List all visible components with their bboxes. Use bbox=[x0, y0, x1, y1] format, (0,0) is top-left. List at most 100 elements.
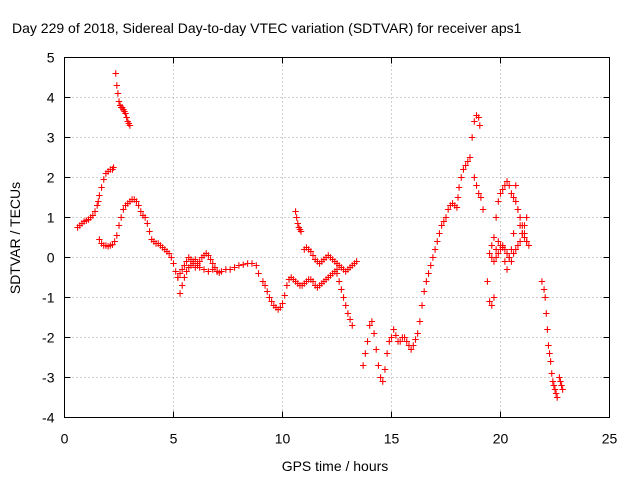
data-point bbox=[362, 350, 369, 357]
data-point bbox=[183, 258, 190, 265]
data-point bbox=[429, 254, 437, 261]
data-point bbox=[508, 258, 515, 265]
data-point bbox=[126, 122, 134, 129]
data-series bbox=[74, 70, 566, 401]
data-point bbox=[556, 374, 563, 381]
data-point bbox=[460, 166, 467, 173]
data-point bbox=[281, 292, 288, 299]
data-point bbox=[490, 258, 498, 265]
x-tick-label: 25 bbox=[602, 431, 618, 447]
data-point bbox=[421, 288, 428, 295]
data-point bbox=[338, 286, 345, 293]
data-point bbox=[297, 228, 305, 235]
data-point bbox=[96, 192, 103, 199]
data-point bbox=[390, 326, 397, 333]
data-point bbox=[196, 264, 203, 271]
data-point bbox=[194, 260, 201, 267]
data-point bbox=[416, 318, 424, 325]
data-point bbox=[381, 366, 389, 373]
data-point bbox=[226, 266, 234, 273]
data-point bbox=[479, 206, 487, 213]
data-point bbox=[401, 334, 408, 341]
data-point bbox=[455, 184, 463, 191]
y-tick-label: 3 bbox=[47, 130, 55, 146]
data-point bbox=[501, 258, 509, 265]
data-point bbox=[550, 382, 558, 389]
data-point bbox=[174, 274, 182, 281]
data-point bbox=[122, 110, 129, 117]
chart-title: Day 229 of 2018, Sidereal Day-to-day VTE… bbox=[12, 20, 522, 36]
data-point bbox=[514, 242, 522, 249]
data-point bbox=[368, 318, 376, 325]
data-point bbox=[551, 386, 559, 393]
data-point bbox=[549, 378, 557, 385]
data-point bbox=[353, 258, 360, 265]
x-tick-label: 0 bbox=[61, 431, 69, 447]
data-point bbox=[523, 214, 530, 221]
y-tick-label: -1 bbox=[42, 290, 55, 306]
data-point bbox=[475, 190, 482, 197]
data-point bbox=[525, 242, 533, 249]
y-tick-label: 0 bbox=[47, 250, 55, 266]
data-point bbox=[133, 198, 140, 205]
data-point bbox=[342, 302, 349, 309]
data-point bbox=[476, 122, 483, 129]
data-point bbox=[490, 294, 498, 301]
data-point bbox=[503, 178, 511, 185]
data-point bbox=[454, 194, 462, 201]
data-point bbox=[458, 174, 465, 181]
data-point bbox=[541, 294, 549, 301]
data-point bbox=[484, 278, 491, 285]
data-point bbox=[231, 264, 238, 271]
data-point bbox=[146, 228, 153, 235]
data-point bbox=[501, 246, 509, 253]
data-point bbox=[115, 98, 123, 105]
data-point bbox=[137, 208, 144, 215]
data-point bbox=[181, 262, 188, 269]
data-point bbox=[492, 254, 500, 261]
data-point bbox=[176, 290, 184, 297]
data-point bbox=[495, 238, 502, 245]
data-point bbox=[412, 336, 419, 343]
data-point bbox=[333, 270, 341, 277]
data-point bbox=[521, 222, 528, 229]
data-point bbox=[114, 90, 122, 97]
x-tick-label: 15 bbox=[384, 431, 400, 447]
data-point bbox=[512, 198, 519, 205]
data-point bbox=[293, 214, 300, 221]
data-point bbox=[248, 260, 256, 267]
data-point bbox=[440, 218, 448, 225]
x-tick-label: 10 bbox=[275, 431, 291, 447]
data-point bbox=[427, 262, 434, 269]
data-point bbox=[444, 206, 452, 213]
data-point bbox=[240, 261, 247, 268]
data-point bbox=[453, 204, 461, 211]
data-point bbox=[200, 266, 208, 273]
data-point bbox=[176, 270, 184, 277]
data-point bbox=[545, 342, 552, 349]
data-point bbox=[516, 214, 524, 221]
data-point bbox=[209, 260, 216, 267]
data-point bbox=[364, 338, 371, 345]
data-point bbox=[253, 262, 260, 269]
data-point bbox=[434, 238, 441, 245]
data-point bbox=[475, 114, 482, 121]
axis-ticks: 0 5 10 15 20 25 -4 -3 -2 -1 0 1 2 3 4 5 bbox=[42, 50, 617, 447]
data-point bbox=[538, 278, 546, 285]
data-point bbox=[98, 184, 105, 191]
data-point bbox=[120, 206, 127, 213]
data-point bbox=[490, 234, 498, 241]
data-point bbox=[181, 274, 188, 281]
data-point bbox=[548, 370, 555, 377]
y-axis-label: SDTVAR / TECUs bbox=[7, 182, 23, 294]
data-point bbox=[309, 278, 317, 285]
y-tick-label: 2 bbox=[47, 170, 55, 186]
y-tick-label: 4 bbox=[47, 90, 55, 106]
data-point bbox=[557, 378, 564, 385]
data-point bbox=[359, 362, 367, 369]
data-point bbox=[187, 262, 195, 269]
data-point bbox=[486, 298, 493, 305]
data-point bbox=[512, 182, 519, 189]
data-point bbox=[543, 310, 550, 317]
data-point bbox=[172, 268, 179, 275]
